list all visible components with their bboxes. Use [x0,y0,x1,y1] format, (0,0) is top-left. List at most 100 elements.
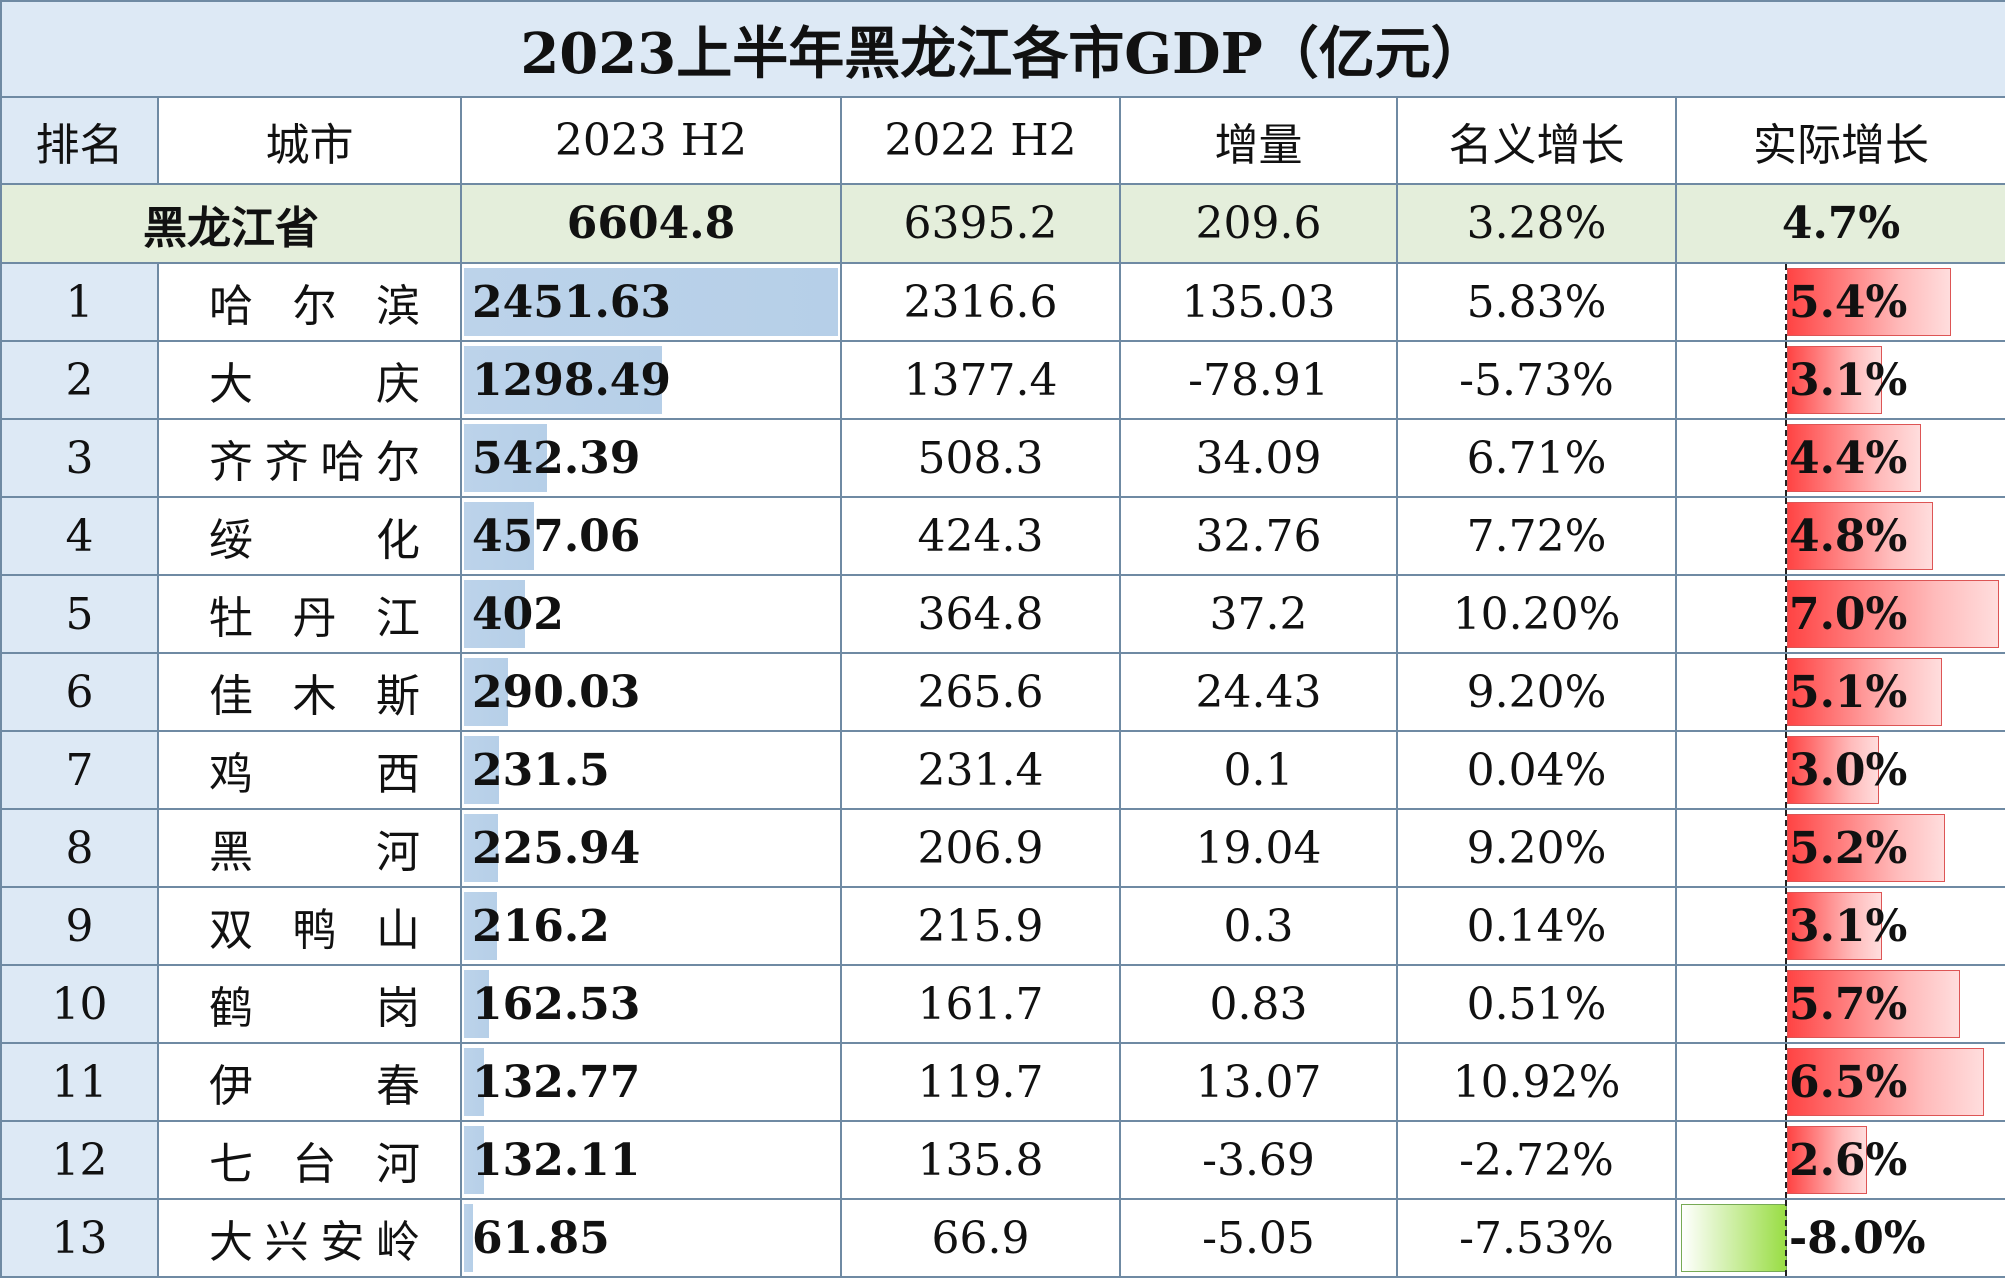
real-growth-bar [1787,502,1933,570]
gdp2022-cell: 2316.6 [840,262,1121,342]
real-growth-cell: 3.1% [1674,340,2005,420]
increase-cell: 135.03 [1119,262,1398,342]
city-cell: 牡丹江 [157,574,462,654]
gdp2022-cell: 215.9 [840,886,1121,966]
real-growth-cell: 5.7% [1674,964,2005,1044]
gdp2023-cell: 290.03 [460,652,842,732]
province-name: 黑龙江省 [0,183,462,264]
real-growth-cell: 7.0% [1674,574,2005,654]
axis-line [1785,966,1787,1042]
gdp2022-cell: 119.7 [840,1042,1121,1122]
table-row: 11 伊春 132.77 119.7 13.07 10.92% 6.5% [0,1042,2005,1122]
header-nominal-growth: 名义增长 [1396,96,1677,185]
city-cell: 佳木斯 [157,652,462,732]
gdp-data-bar [464,658,509,726]
header-real-growth: 实际增长 [1674,96,2005,185]
gdp2023-value: 542.39 [472,432,641,484]
real-growth-value: 3.1% [1789,900,1908,952]
gdp2022-cell: 424.3 [840,496,1121,576]
real-growth-bar [1787,892,1882,960]
gdp2023-value: 1298.49 [472,354,672,406]
table-row: 9 双鸭山 216.2 215.9 0.3 0.14% 3.1% [0,886,2005,966]
rank-cell: 9 [0,886,159,966]
real-growth-value: 5.4% [1789,276,1908,328]
gdp2022-cell: 265.6 [840,652,1121,732]
gdp-data-bar [464,970,489,1038]
city-cell: 绥化 [157,496,462,576]
nominal-growth-cell: 6.71% [1396,418,1677,498]
rank-cell: 2 [0,340,159,420]
gdp2023-cell: 457.06 [460,496,842,576]
real-growth-cell: 4.4% [1674,418,2005,498]
gdp2023-cell: 132.11 [460,1120,842,1200]
gdp2022-cell: 161.7 [840,964,1121,1044]
city-cell: 七台河 [157,1120,462,1200]
province-row: 黑龙江省 6604.8 6395.2 209.6 3.28% 4.7% [0,183,2005,264]
table-row: 7 鸡西 231.5 231.4 0.1 0.04% 3.0% [0,730,2005,810]
gdp2023-cell: 61.85 [460,1198,842,1278]
nominal-growth-cell: 9.20% [1396,808,1677,888]
rank-cell: 1 [0,262,159,342]
increase-cell: 32.76 [1119,496,1398,576]
table-row: 1 哈尔滨 2451.63 2316.6 135.03 5.83% 5.4% [0,262,2005,342]
rank-cell: 8 [0,808,159,888]
nominal-growth-cell: 0.51% [1396,964,1677,1044]
gdp-data-bar [464,814,499,882]
city-cell: 大兴安岭 [157,1198,462,1278]
real-growth-cell: 6.5% [1674,1042,2005,1122]
gdp-data-bar [464,892,497,960]
city-cell: 鸡西 [157,730,462,810]
rank-cell: 3 [0,418,159,498]
table-row: 6 佳木斯 290.03 265.6 24.43 9.20% 5.1% [0,652,2005,732]
gdp2023-cell: 225.94 [460,808,842,888]
real-growth-bar [1787,268,1951,336]
gdp-data-bar [464,502,534,570]
axis-line [1785,576,1787,652]
table-row: 3 齐齐哈尔 542.39 508.3 34.09 6.71% 4.4% [0,418,2005,498]
real-growth-bar [1787,424,1921,492]
gdp-data-bar [464,1048,485,1116]
real-growth-cell: 5.4% [1674,262,2005,342]
header-city: 城市 [157,96,462,185]
gdp2022-cell: 1377.4 [840,340,1121,420]
real-growth-cell: 3.0% [1674,730,2005,810]
province-gdp2023: 6604.8 [460,183,842,264]
header-row: 排名 城市 2023 H2 2022 H2 增量 名义增长 实际增长 [0,96,2005,185]
real-growth-value: 5.2% [1789,822,1908,874]
province-gdp2022: 6395.2 [840,183,1121,264]
header-gdp2022: 2022 H2 [840,96,1121,185]
gdp2023-value: 61.85 [472,1212,610,1264]
city-cell: 双鸭山 [157,886,462,966]
table-row: 12 七台河 132.11 135.8 -3.69 -2.72% 2.6% [0,1120,2005,1200]
real-growth-bar [1787,736,1879,804]
rank-cell: 10 [0,964,159,1044]
axis-line [1785,420,1787,496]
header-rank: 排名 [0,96,159,185]
nominal-growth-cell: 7.72% [1396,496,1677,576]
real-growth-bar [1787,1048,1984,1116]
real-growth-value: 7.0% [1789,588,1908,640]
city-cell: 鹤岗 [157,964,462,1044]
real-growth-value: 2.6% [1789,1134,1908,1186]
province-nominal: 3.28% [1396,183,1677,264]
real-growth-bar [1787,814,1945,882]
real-growth-value: 5.7% [1789,978,1908,1030]
increase-cell: -78.91 [1119,340,1398,420]
nominal-growth-cell: 0.14% [1396,886,1677,966]
real-growth-value: 4.8% [1789,510,1908,562]
gdp2023-value: 132.77 [472,1056,641,1108]
gdp2023-cell: 1298.49 [460,340,842,420]
increase-cell: 24.43 [1119,652,1398,732]
increase-cell: -3.69 [1119,1120,1398,1200]
axis-line [1785,810,1787,886]
gdp2023-cell: 2451.63 [460,262,842,342]
real-growth-cell: 5.1% [1674,652,2005,732]
nominal-growth-cell: 9.20% [1396,652,1677,732]
real-growth-cell: 3.1% [1674,886,2005,966]
real-growth-cell: 4.8% [1674,496,2005,576]
increase-cell: 34.09 [1119,418,1398,498]
rank-cell: 4 [0,496,159,576]
gdp-data-bar [464,346,663,414]
axis-line [1785,732,1787,808]
